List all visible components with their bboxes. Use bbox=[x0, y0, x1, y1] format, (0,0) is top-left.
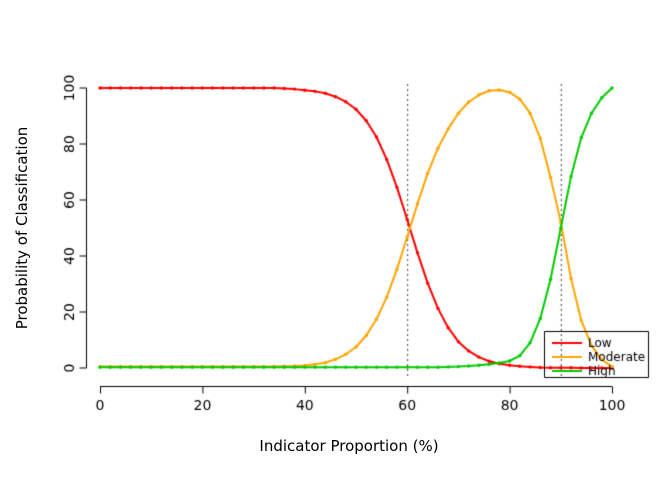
y-axis-title: Probability of Classification bbox=[13, 126, 31, 330]
x-axis-title: Indicator Proportion (%) bbox=[259, 437, 439, 455]
